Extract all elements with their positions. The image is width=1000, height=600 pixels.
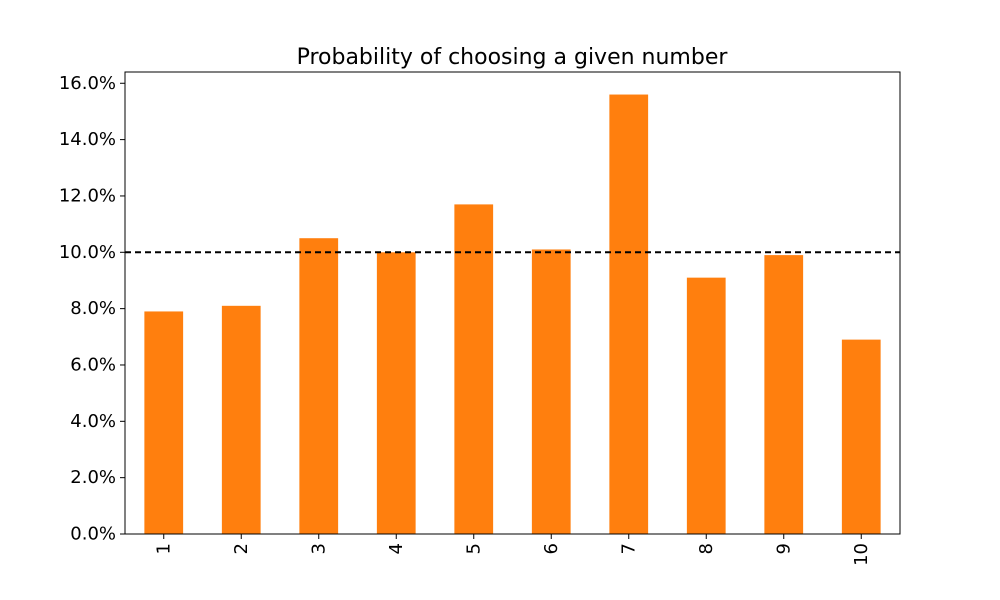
bar-6: [531, 249, 571, 534]
bar-3: [299, 238, 339, 534]
bar-7: [609, 94, 649, 534]
chart-title: Probability of choosing a given number: [297, 45, 729, 70]
y-tick-label: 10.0%: [59, 242, 116, 263]
x-tick-label: 9: [773, 543, 794, 554]
x-tick-label: 1: [153, 543, 174, 554]
x-tick-label: 3: [308, 543, 329, 554]
bar-5: [454, 204, 494, 534]
y-tick-label: 16.0%: [59, 73, 116, 94]
bar-10: [841, 339, 881, 534]
bar-9: [764, 255, 804, 535]
y-tick-label: 14.0%: [59, 129, 116, 150]
x-tick-label: 2: [231, 543, 252, 554]
x-tick-label: 4: [386, 543, 407, 554]
x-tick-label: 6: [541, 543, 562, 554]
y-tick-label: 4.0%: [70, 411, 116, 432]
y-tick-label: 12.0%: [59, 185, 116, 206]
y-tick-label: 2.0%: [70, 467, 116, 488]
x-tick-label: 5: [463, 543, 484, 554]
x-tick-label: 10: [851, 543, 872, 566]
bar-1: [144, 311, 184, 534]
x-tick-label: 7: [618, 543, 639, 554]
x-tick-label: 8: [696, 543, 717, 554]
bar-4: [376, 252, 416, 535]
bars: [144, 94, 881, 535]
y-tick-label: 0.0%: [70, 524, 116, 545]
x-axis: 1 2 3 4 5 6 7 8 9 10: [153, 534, 872, 566]
y-tick-label: 6.0%: [70, 354, 116, 375]
y-tick-label: 8.0%: [70, 298, 116, 319]
bar-8: [686, 277, 726, 534]
bar-2: [221, 305, 261, 534]
plot-frame: [124, 71, 901, 535]
y-axis: 0.0% 2.0% 4.0% 6.0% 8.0% 10.0% 12.0% 14.0% 16.0%: [59, 73, 125, 545]
